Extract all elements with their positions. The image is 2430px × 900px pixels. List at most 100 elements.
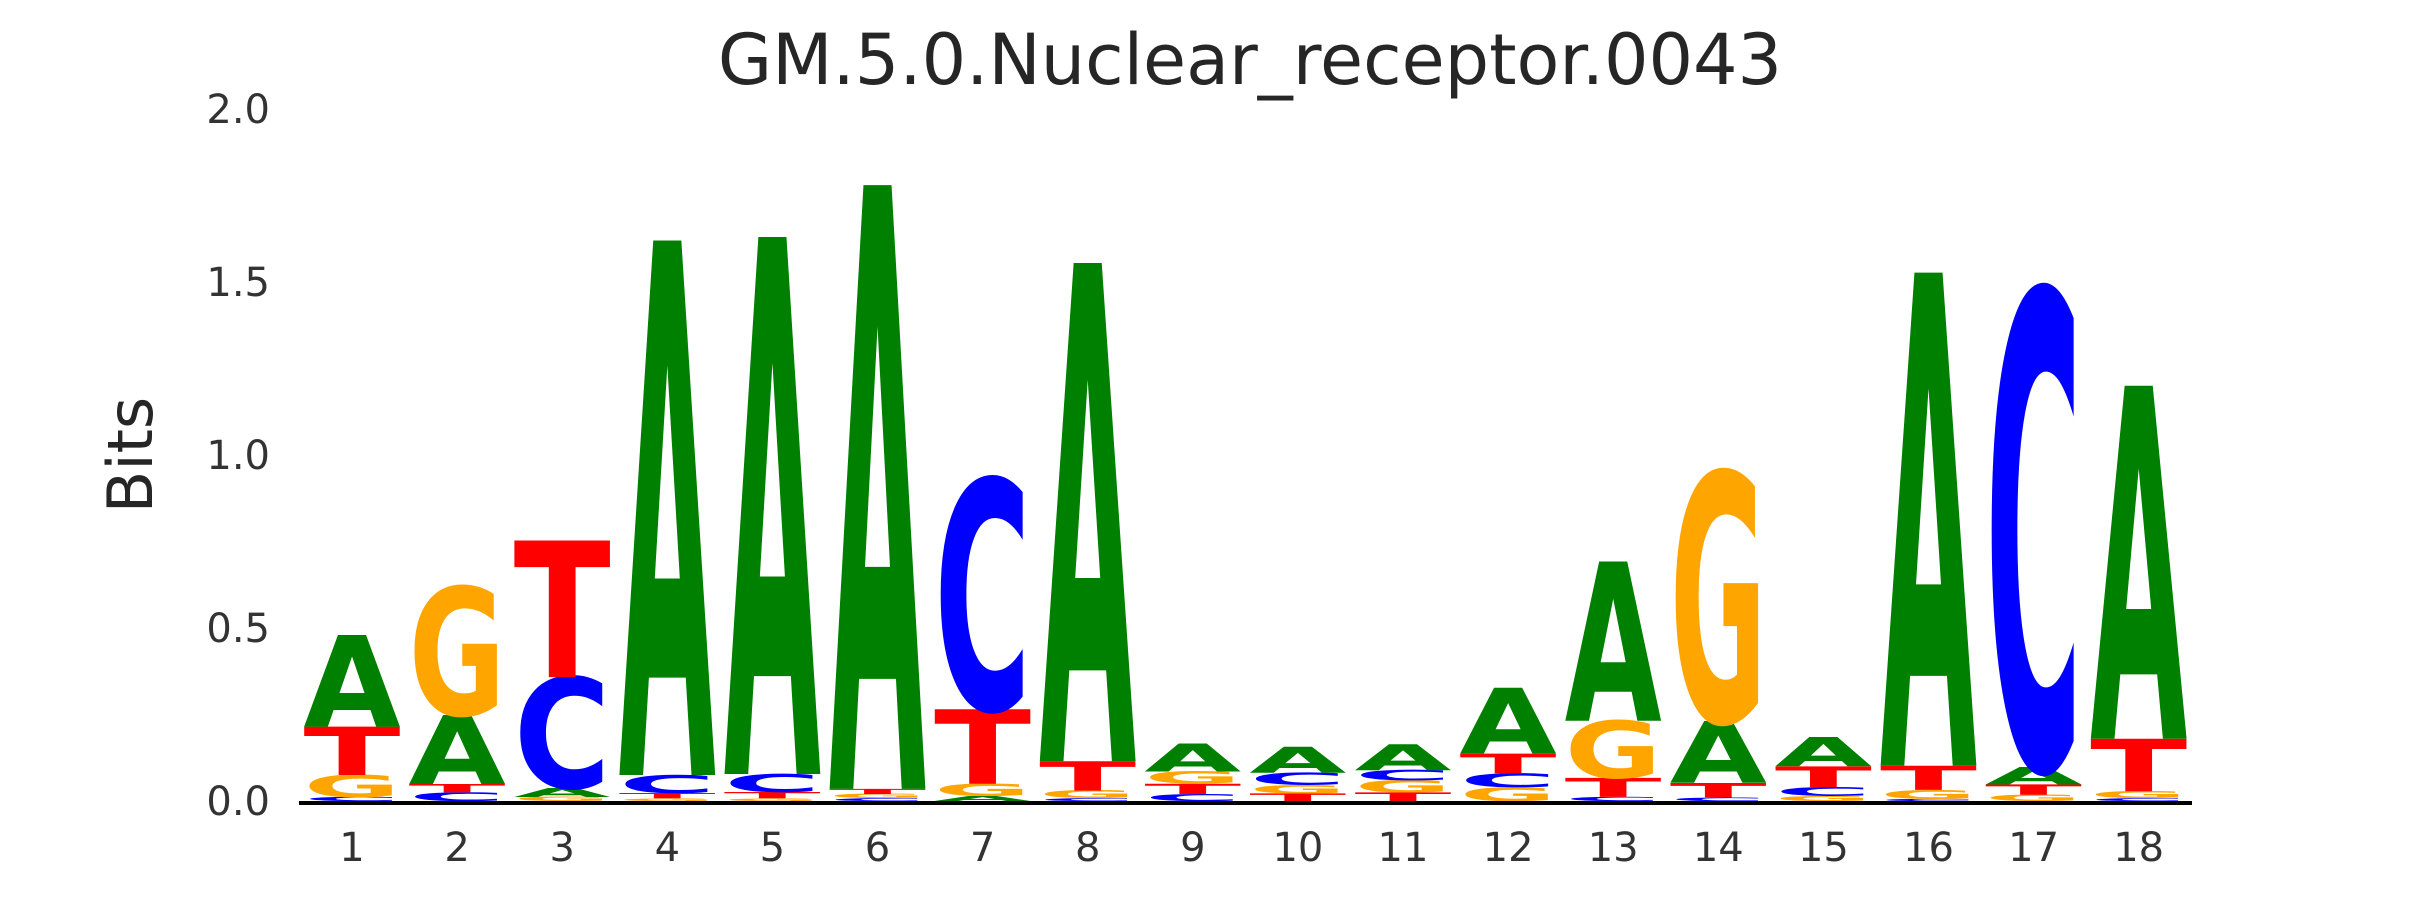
logo-letter-T: T (829, 787, 929, 796)
logo-letter-C: C (1670, 797, 1781, 803)
logo-letter-G: G (1460, 784, 1557, 806)
x-tick-label: 11 (1378, 825, 1429, 871)
x-tick-labels: 1 2 3 4 5 6 7 8 9 10 11 12 13 14 15 16 17 18 (339, 825, 2164, 871)
logo-letter-C: C (1985, 161, 2082, 900)
logo-letter-A: A (2090, 291, 2188, 854)
logo-letter-T: T (1670, 780, 1770, 803)
logo-letter-T: T (1880, 759, 1978, 798)
x-tick-label: 2 (444, 825, 469, 871)
logo-letter-A: A (1039, 128, 1137, 900)
logo-letter-G: G (1039, 789, 1136, 801)
logo-letter-T: T (1565, 774, 1663, 804)
logo-letter-A: A (1460, 671, 1557, 776)
logo-letter-G: G (1985, 794, 2082, 804)
logo-letter-T: T (409, 781, 509, 795)
logo-letter-C: C (1355, 768, 1452, 784)
logo-letter-C: C (1775, 785, 1872, 799)
x-tick-label: 3 (549, 825, 574, 871)
logo-letter-C: C (2090, 797, 2194, 802)
logo-letter-G: G (1565, 706, 1662, 797)
logo-letter-G: G (1880, 788, 1977, 802)
chart-title: GM.5.0.Nuclear_receptor.0043 (718, 19, 1782, 101)
logo-letter-G: G (1775, 794, 1875, 803)
logo-letter-T: T (1355, 790, 1463, 804)
logo-letter-A: A (304, 610, 401, 757)
logo-letter-A: A (829, 21, 927, 900)
logo-letter-A: A (409, 697, 506, 807)
y-axis-label: Bits (94, 397, 167, 513)
x-tick-label: 4 (655, 825, 680, 871)
logo-letter-T: T (1460, 749, 1560, 780)
x-tick-label: 15 (1798, 825, 1849, 871)
logo-letter-A: A (514, 786, 616, 800)
logo-letter-A: A (1355, 738, 1454, 779)
x-tick-label: 16 (1903, 825, 1954, 871)
logo-letter-C: C (514, 647, 611, 824)
logo-letter-C: C (1039, 797, 1143, 802)
x-tick-label: 12 (1483, 825, 1534, 871)
logo-letter-C: C (829, 797, 933, 802)
logo-letter-A: A (1249, 741, 1348, 782)
y-tick-label: 1.0 (206, 433, 270, 479)
x-tick-label: 18 (2113, 825, 2164, 871)
logo-letter-T: T (2090, 725, 2187, 809)
logo-letter-T: T (934, 690, 1032, 809)
logo-letter-G: G (1355, 777, 1452, 796)
logo-letter-A: A (1144, 737, 1243, 781)
logo-letter-C: C (1249, 770, 1346, 789)
logo-letter-C: C (1565, 797, 1662, 803)
logo-letter-C: C (619, 770, 716, 799)
x-tick-label: 17 (2008, 825, 2059, 871)
x-tick-label: 6 (865, 825, 890, 871)
logo-letter-A: A (1880, 138, 1978, 900)
logo-letter-C: C (934, 417, 1031, 784)
logo-letter-T: T (619, 791, 719, 800)
logo-letter-A: A (934, 794, 1040, 803)
logo-letter-G: G (934, 781, 1031, 800)
logo-letter-A: A (1775, 729, 1874, 776)
logo-letter-C: C (409, 790, 506, 804)
logo-letter-G: G (829, 794, 933, 800)
y-tick-label: 2.0 (206, 87, 270, 133)
logo-letter-G: G (1670, 404, 1767, 802)
logo-letter-C: C (1460, 770, 1557, 792)
x-tick-label: 13 (1588, 825, 1639, 871)
y-tick-label: 0.0 (206, 779, 270, 825)
logo-letter-A: A (1985, 762, 2085, 790)
logo-letter-C: C (1144, 793, 1241, 804)
logo-letter-G: G (304, 770, 401, 805)
logo-letter-G: G (2090, 790, 2190, 801)
logo-letter-T: T (1985, 783, 2085, 799)
logo-letter-G: G (724, 797, 821, 802)
logo-letter-T: T (1144, 782, 1244, 798)
logo-letter-C: C (304, 797, 401, 803)
x-tick-label: 9 (1180, 825, 1205, 871)
logo-letter-A: A (619, 94, 717, 900)
logo-letter-T: T (514, 504, 611, 722)
y-tick-label: 0.5 (206, 606, 270, 652)
x-tick-label: 14 (1693, 825, 1744, 871)
x-tick-label: 1 (339, 825, 364, 871)
x-tick-label: 5 (760, 825, 785, 871)
x-tick-label: 10 (1272, 825, 1323, 871)
logo-letter-A: A (1670, 705, 1767, 803)
logo-letter-G: G (1144, 769, 1241, 788)
logo-letter-C: C (724, 769, 821, 798)
